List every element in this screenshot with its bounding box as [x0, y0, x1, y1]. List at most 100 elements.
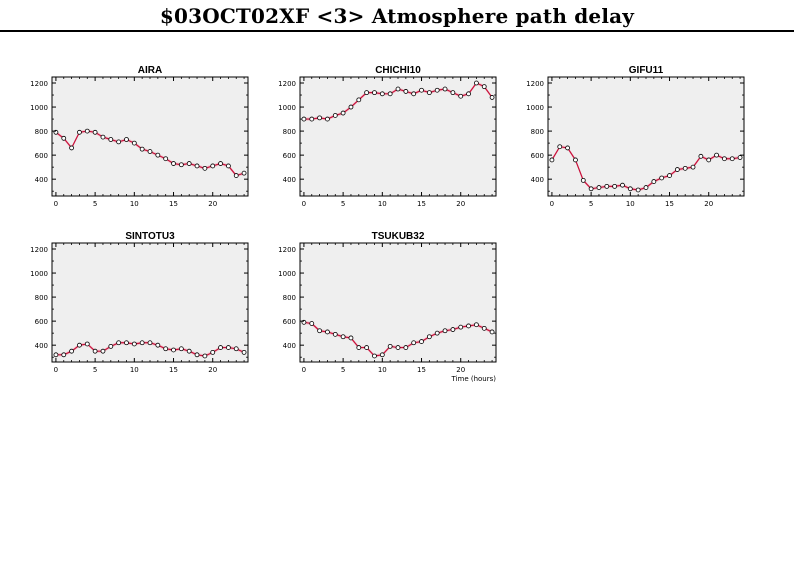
y-tick-label: 600 — [283, 318, 296, 326]
data-point — [155, 342, 161, 348]
x-tick-label: 5 — [93, 200, 97, 208]
y-tick-label: 400 — [531, 176, 544, 184]
chart-panel-1: 400 600 800 1000 1200 0 5 10 15 20 CHICHI10 — [278, 65, 497, 208]
x-tick-label: 10 — [378, 366, 387, 374]
data-point — [466, 91, 471, 97]
x-tick-label: 5 — [341, 200, 345, 208]
plot-background — [52, 77, 248, 196]
data-point — [163, 346, 169, 352]
data-point — [473, 322, 479, 328]
x-tick-label: 15 — [417, 366, 426, 374]
data-point — [147, 340, 153, 346]
data-point — [309, 116, 315, 122]
data-point — [473, 80, 479, 86]
data-point — [573, 157, 578, 163]
chart-title: SINTOTU3 — [125, 231, 175, 242]
data-point — [643, 185, 649, 190]
y-tick-label: 1000 — [526, 104, 544, 112]
data-point — [309, 321, 315, 326]
data-point — [426, 90, 432, 96]
data-point — [481, 84, 487, 90]
data-point — [325, 116, 330, 122]
y-tick-label: 400 — [35, 342, 48, 350]
page-title: $03OCT02XF <3> Atmosphere path delay — [159, 4, 635, 28]
y-tick-label: 600 — [531, 152, 544, 160]
data-point — [92, 129, 98, 135]
chart-title: GIFU11 — [629, 65, 664, 76]
x-tick-label: 10 — [626, 200, 635, 208]
x-axis-label: Time (hours) — [451, 375, 497, 383]
data-point — [651, 179, 657, 184]
data-point — [69, 348, 74, 354]
data-point — [364, 345, 370, 350]
chart-title: AIRA — [138, 65, 162, 76]
x-tick-label: 15 — [417, 200, 426, 208]
data-point — [225, 345, 231, 350]
data-point — [241, 349, 247, 355]
data-point — [178, 162, 184, 168]
data-point — [565, 145, 570, 151]
x-tick-label: 0 — [302, 366, 306, 374]
data-point — [325, 329, 330, 335]
data-point — [317, 115, 323, 121]
data-point — [139, 340, 145, 346]
data-point — [690, 164, 696, 170]
y-tick-label: 800 — [35, 294, 48, 302]
x-tick-label: 5 — [589, 200, 593, 208]
data-point — [722, 156, 727, 162]
data-point — [395, 345, 401, 350]
data-point — [332, 331, 338, 337]
data-point — [466, 323, 471, 329]
y-tick-label: 600 — [35, 318, 48, 326]
chart-panel-0: 400 600 800 1000 1200 0 5 10 15 20 AIRA — [30, 65, 249, 208]
data-point — [178, 346, 184, 352]
data-point — [210, 163, 216, 169]
data-point — [202, 165, 208, 171]
data-point — [580, 177, 586, 183]
data-point — [419, 87, 424, 93]
data-point — [442, 328, 448, 334]
chart-title: CHICHI10 — [375, 65, 421, 76]
data-point — [131, 140, 137, 146]
data-point — [659, 175, 665, 181]
data-point — [332, 113, 338, 118]
data-point — [100, 134, 106, 140]
data-point — [549, 157, 555, 163]
data-point — [627, 186, 633, 192]
data-point — [434, 330, 440, 336]
data-point — [194, 163, 200, 169]
x-tick-label: 20 — [704, 200, 713, 208]
x-tick-label: 20 — [456, 200, 465, 208]
data-point — [84, 341, 90, 347]
data-point — [364, 90, 370, 96]
data-point — [53, 352, 59, 358]
data-point — [225, 163, 231, 169]
y-tick-label: 400 — [283, 342, 296, 350]
data-point — [635, 187, 641, 193]
x-tick-label: 15 — [169, 366, 178, 374]
data-point — [61, 352, 67, 358]
y-tick-label: 1000 — [30, 270, 48, 278]
data-point — [171, 347, 176, 353]
x-tick-label: 20 — [456, 366, 465, 374]
data-point — [84, 128, 90, 134]
data-point — [450, 90, 456, 96]
data-point — [210, 349, 216, 355]
x-tick-label: 5 — [341, 366, 345, 374]
data-point — [155, 152, 161, 158]
data-point — [340, 110, 346, 116]
data-point — [706, 157, 712, 163]
x-tick-label: 20 — [208, 200, 217, 208]
data-point — [557, 144, 563, 150]
data-point — [604, 183, 610, 189]
x-tick-label: 0 — [54, 366, 58, 374]
data-point — [379, 91, 385, 97]
x-tick-label: 0 — [302, 200, 306, 208]
x-tick-label: 10 — [130, 366, 139, 374]
data-point — [317, 328, 323, 334]
data-point — [131, 341, 137, 347]
x-tick-label: 0 — [54, 200, 58, 208]
x-tick-label: 15 — [665, 200, 674, 208]
data-point — [372, 90, 377, 96]
